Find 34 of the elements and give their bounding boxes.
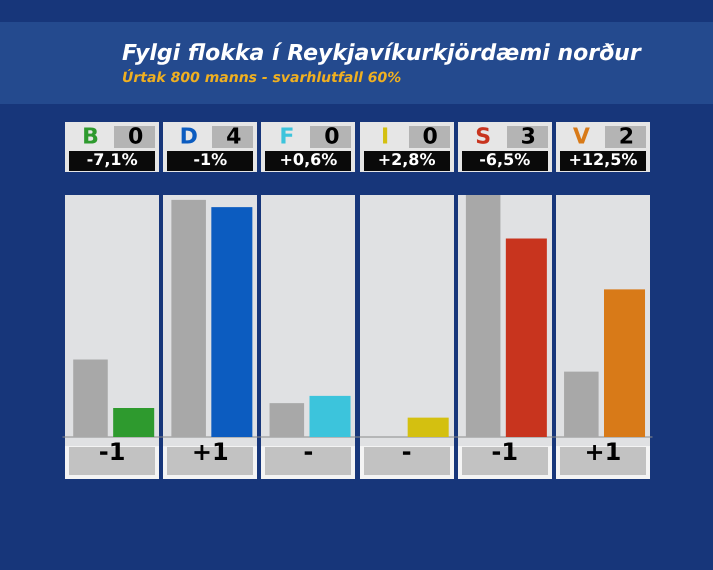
text: +0,6% [280, 150, 338, 170]
bar [113, 408, 154, 437]
bar [506, 238, 547, 437]
text: -1 [98, 438, 126, 466]
text: +2,8% [378, 150, 436, 170]
bar [73, 360, 108, 437]
text: - [303, 438, 314, 466]
text: -7,1% [86, 150, 138, 170]
bar [604, 289, 646, 437]
text: 2 [618, 124, 634, 150]
text: - [402, 438, 412, 466]
text: 0 [324, 124, 340, 150]
text: +1 [192, 438, 229, 466]
text: 0 [128, 124, 144, 150]
bar [408, 418, 449, 437]
text: 0 [422, 124, 438, 150]
x-tick-label: I [380, 124, 390, 150]
chart-title: Fylgi flokka í Reykjavíkurkjördæmi norður [122, 41, 642, 66]
text: 4 [226, 124, 242, 150]
text: +1 [584, 438, 622, 466]
x-tick-label: V [572, 124, 590, 150]
bar [564, 372, 599, 437]
chart-subtitle: Úrtak 800 manns - svarhlutfall 60% [122, 69, 402, 86]
x-tick-label: B [82, 124, 99, 150]
bar [309, 396, 351, 437]
text: 3 [520, 124, 536, 150]
x-tick-label: F [279, 124, 294, 150]
text: -1% [193, 150, 228, 170]
x-tick-label: S [475, 124, 492, 150]
x-tick-label: D [180, 124, 198, 150]
text: -6,5% [479, 150, 530, 170]
text: -1 [491, 438, 518, 466]
text: +12,5% [568, 150, 638, 170]
bar [270, 403, 304, 437]
